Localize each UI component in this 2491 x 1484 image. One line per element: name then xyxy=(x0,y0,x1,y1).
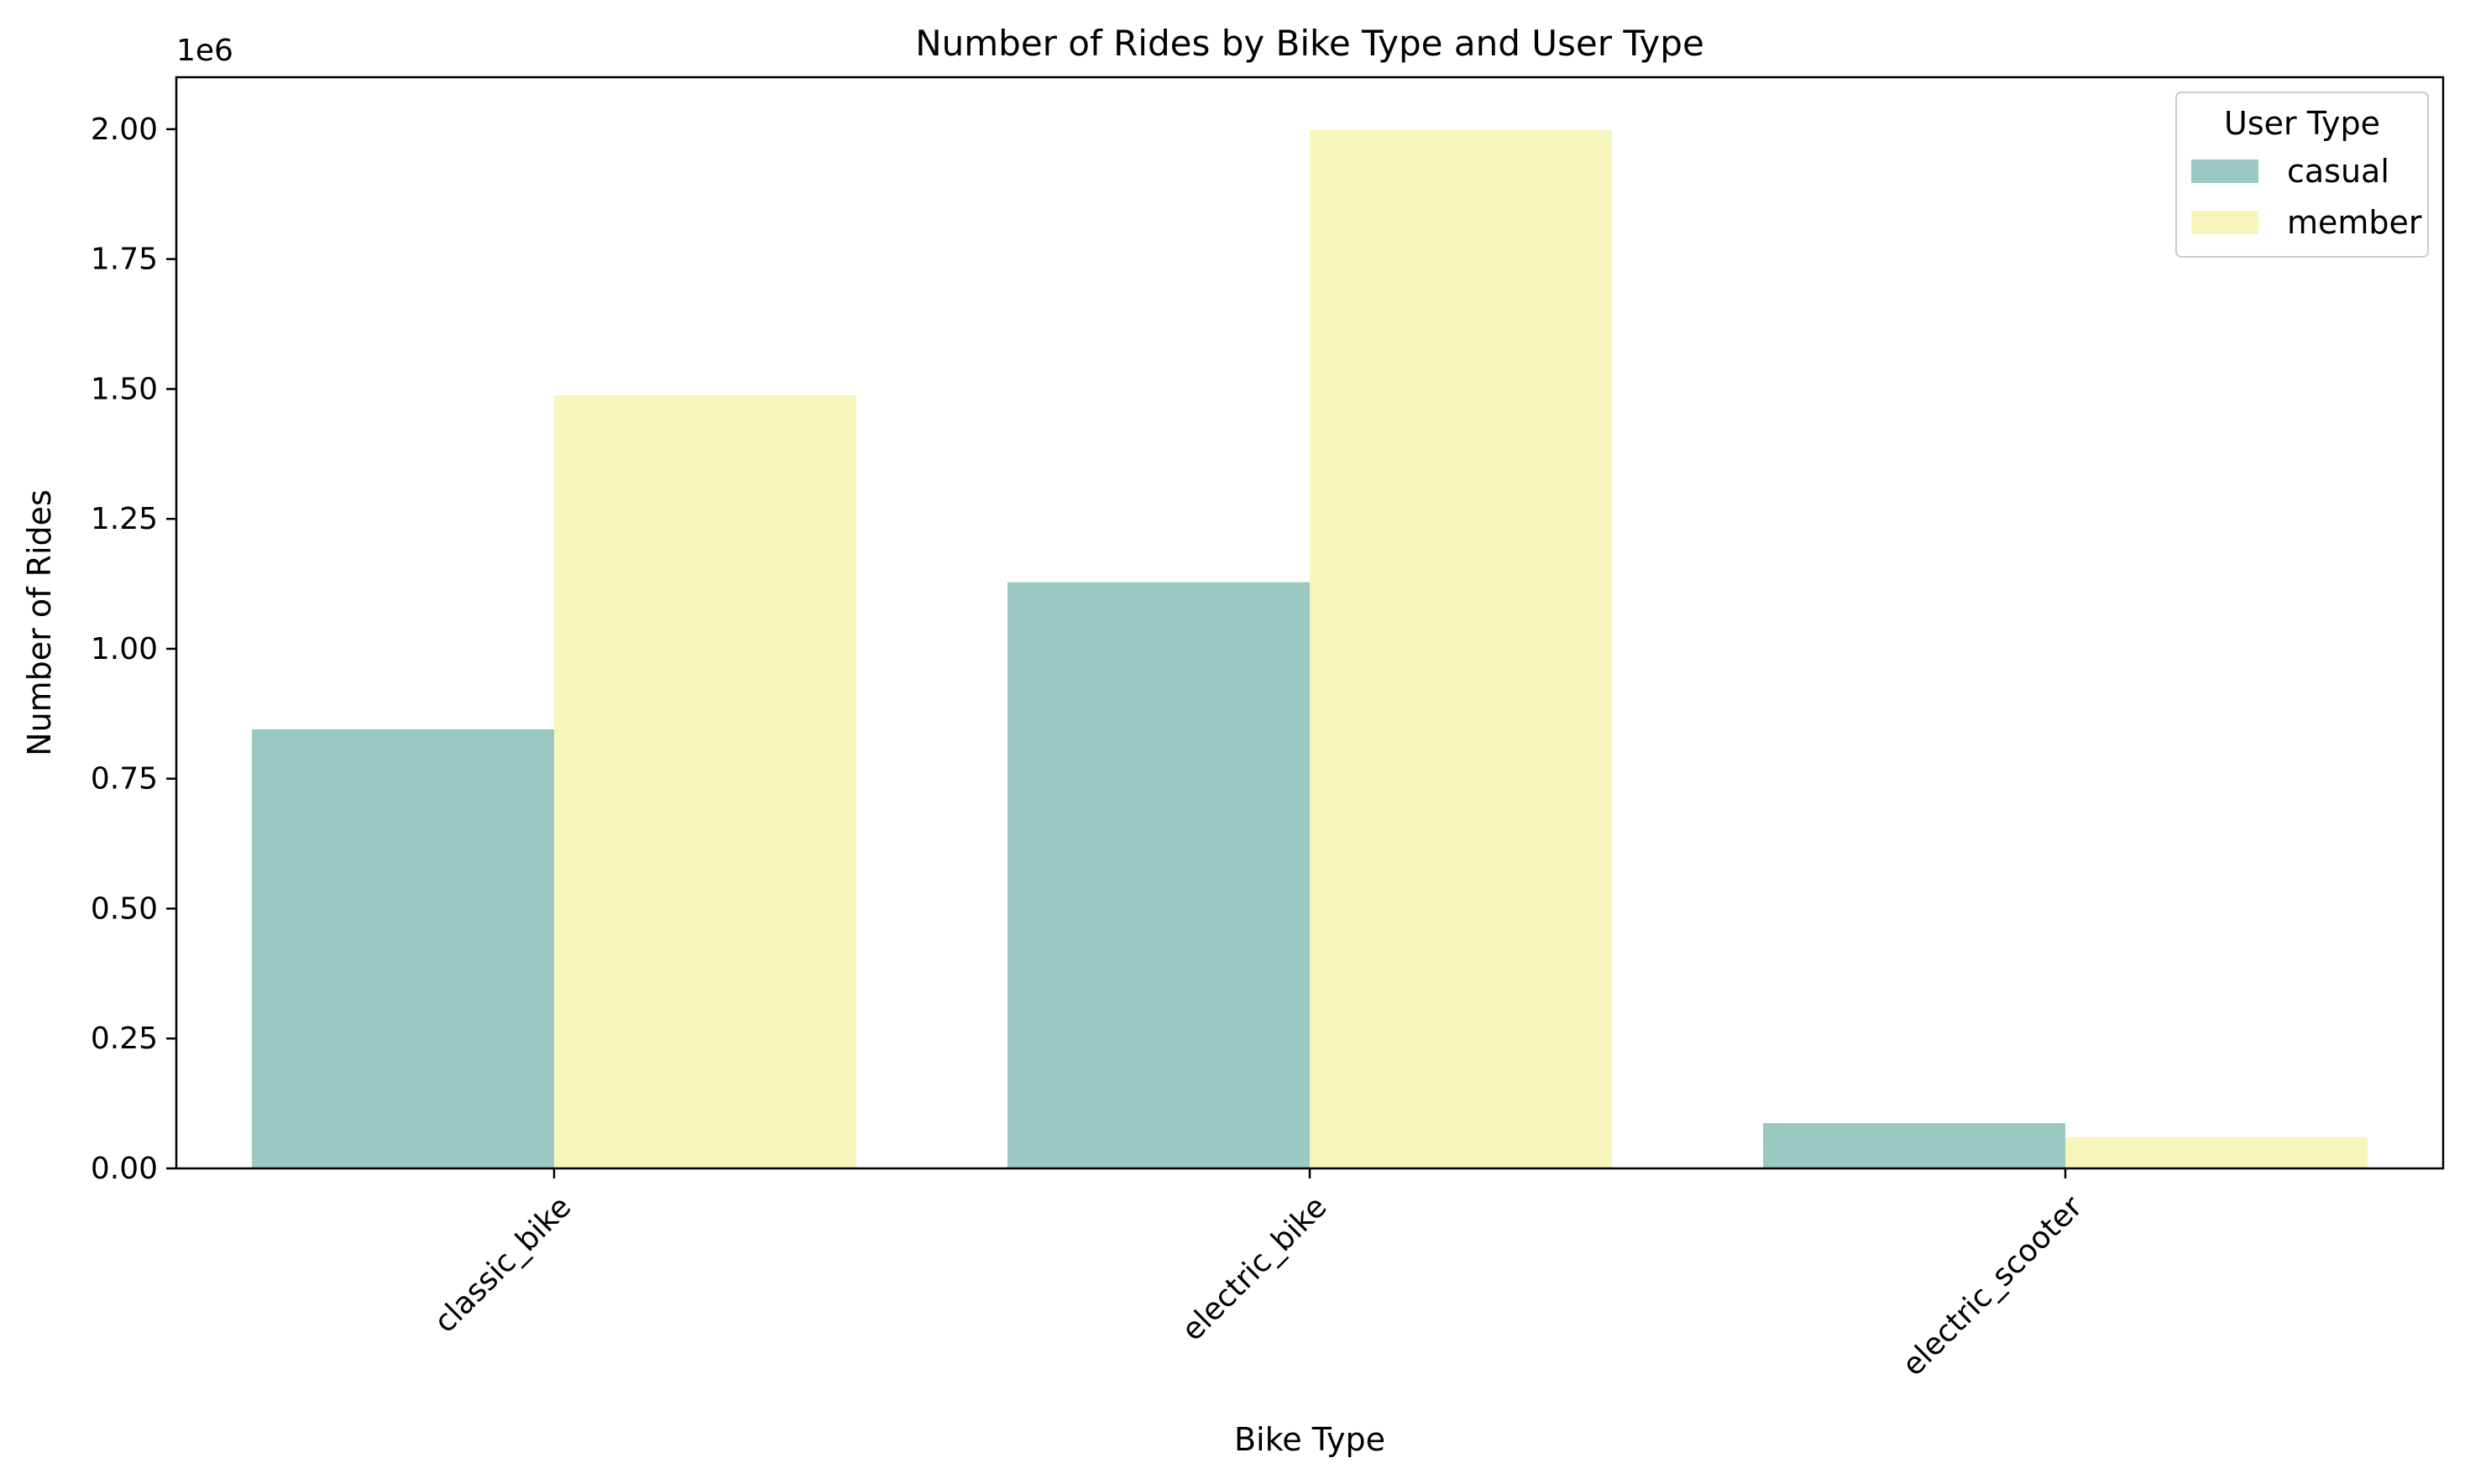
y-tick-label: 1.00 xyxy=(91,632,158,666)
bar-casual-classic_bike xyxy=(252,729,554,1168)
x-tick-label: electric_scooter xyxy=(1896,1189,2089,1382)
bar-casual-electric_scooter xyxy=(1763,1123,2065,1168)
y-tick-label: 0.75 xyxy=(91,762,158,797)
y-tick-label: 0.25 xyxy=(91,1022,158,1056)
bar-member-electric_bike xyxy=(1310,130,1612,1168)
y-tick-label: 0.50 xyxy=(91,891,158,926)
y-tick-label: 2.00 xyxy=(91,112,158,147)
y-tick-label: 1.50 xyxy=(91,372,158,406)
y-axis-label: Number of Rides xyxy=(21,489,58,756)
legend-label-casual: casual xyxy=(2287,153,2389,190)
x-tick-label: electric_bike xyxy=(1175,1189,1333,1347)
bar-casual-electric_bike xyxy=(1007,582,1310,1168)
legend-swatch-casual xyxy=(2191,159,2258,183)
bars-layer xyxy=(252,130,2368,1168)
legend-swatch-member xyxy=(2191,211,2258,234)
x-tick-label: classic_bike xyxy=(428,1189,578,1340)
bar-member-electric_scooter xyxy=(2065,1137,2368,1168)
legend-title: User Type xyxy=(2224,105,2380,142)
y-tick-label: 1.75 xyxy=(91,243,158,277)
legend-items: casual member xyxy=(2191,153,2422,241)
chart-title: Number of Rides by Bike Type and User Ty… xyxy=(915,23,1704,64)
y-tick-label: 0.00 xyxy=(91,1152,158,1186)
legend: User Type casual member xyxy=(2175,91,2429,258)
legend-label-member: member xyxy=(2287,204,2422,241)
x-axis-label: Bike Type xyxy=(1234,1421,1385,1458)
y-axis-offset-text: 1e6 xyxy=(176,34,233,68)
y-tick-label: 1.25 xyxy=(91,502,158,536)
bar-member-classic_bike xyxy=(554,395,856,1168)
